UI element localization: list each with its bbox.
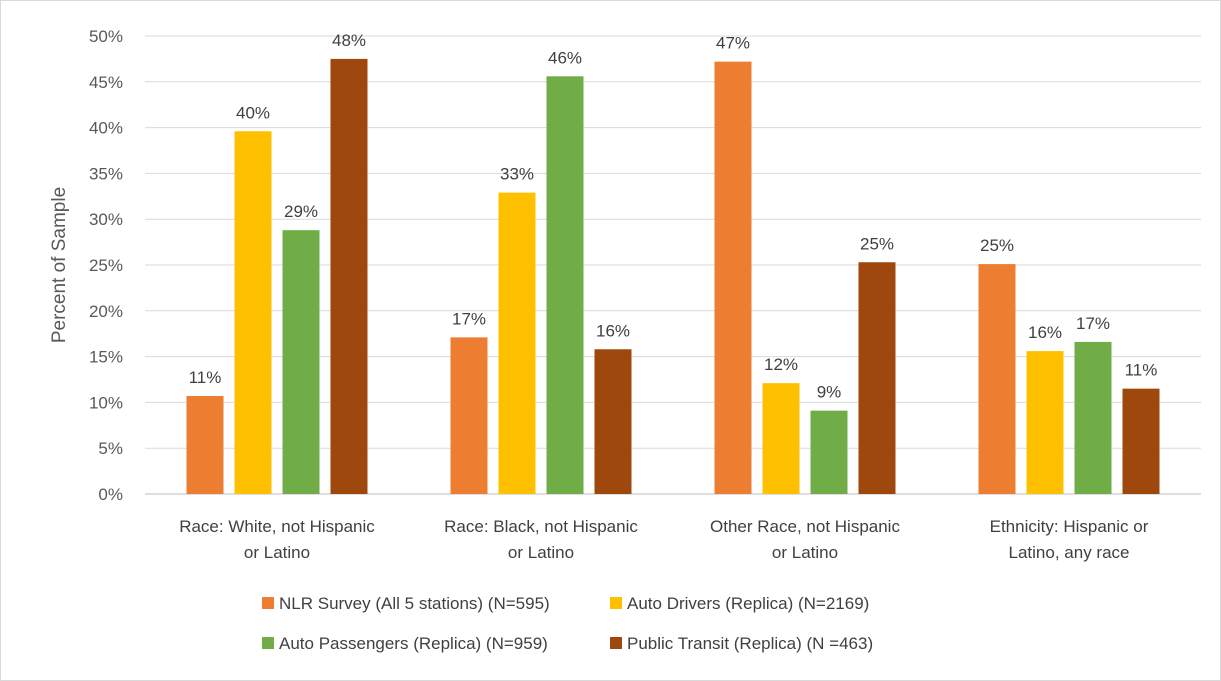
y-tick-label: 20% <box>89 302 123 321</box>
y-tick-label: 25% <box>89 256 123 275</box>
x-tick-label: Latino, any race <box>1009 543 1130 562</box>
data-label: 12% <box>764 355 798 374</box>
data-label: 40% <box>236 103 270 122</box>
y-tick-label: 45% <box>89 73 123 92</box>
x-tick-label: Race: White, not Hispanic <box>179 517 375 536</box>
bar <box>858 262 896 494</box>
y-tick-label: 15% <box>89 348 123 367</box>
bar <box>762 383 800 494</box>
y-tick-label: 50% <box>89 27 123 46</box>
bar <box>282 230 320 494</box>
y-tick-label: 40% <box>89 119 123 138</box>
data-label: 25% <box>980 236 1014 255</box>
legend-swatch <box>610 637 622 649</box>
data-label: 9% <box>817 383 842 402</box>
bar <box>186 395 224 494</box>
data-label: 17% <box>1076 314 1110 333</box>
legend-entry: Auto Passengers (Replica) (N=959) <box>279 634 548 653</box>
data-label: 16% <box>596 321 630 340</box>
data-label: 46% <box>548 48 582 67</box>
y-tick-label: 35% <box>89 164 123 183</box>
data-label: 17% <box>452 309 486 328</box>
bar <box>594 349 632 494</box>
legend-entry: NLR Survey (All 5 stations) (N=595) <box>279 594 550 613</box>
data-label: 33% <box>500 165 534 184</box>
x-tick-label: Ethnicity: Hispanic or <box>990 517 1149 536</box>
data-label: 47% <box>716 34 750 53</box>
data-label: 48% <box>332 31 366 50</box>
y-tick-label: 0% <box>98 485 123 504</box>
legend-swatch <box>262 637 274 649</box>
bar <box>714 61 752 494</box>
legend-swatch <box>262 597 274 609</box>
bar <box>1026 351 1064 494</box>
x-tick-label: or Latino <box>772 543 838 562</box>
y-tick-label: 30% <box>89 210 123 229</box>
data-label: 16% <box>1028 323 1062 342</box>
bar <box>234 131 272 494</box>
y-axis-title: Percent of Sample <box>49 187 70 343</box>
x-tick-label: or Latino <box>244 543 310 562</box>
bar <box>1074 341 1112 494</box>
x-tick-label: Race: Black, not Hispanic <box>444 517 638 536</box>
bar <box>978 264 1016 494</box>
y-tick-label: 5% <box>98 439 123 458</box>
legend-entry: Public Transit (Replica) (N =463) <box>627 634 873 653</box>
legend-entry: Auto Drivers (Replica) (N=2169) <box>627 594 869 613</box>
bar <box>810 410 848 494</box>
bar <box>450 337 488 494</box>
bar <box>546 76 584 494</box>
data-label: 11% <box>189 368 222 387</box>
bar <box>498 192 536 495</box>
legend-swatch <box>610 597 622 609</box>
y-tick-label: 10% <box>89 393 123 412</box>
data-label: 11% <box>1125 361 1158 380</box>
bar <box>330 58 368 495</box>
bar <box>1122 388 1160 494</box>
data-label: 25% <box>860 234 894 253</box>
x-tick-label: Other Race, not Hispanic <box>710 517 900 536</box>
x-tick-label: or Latino <box>508 543 574 562</box>
data-label: 29% <box>284 202 318 221</box>
